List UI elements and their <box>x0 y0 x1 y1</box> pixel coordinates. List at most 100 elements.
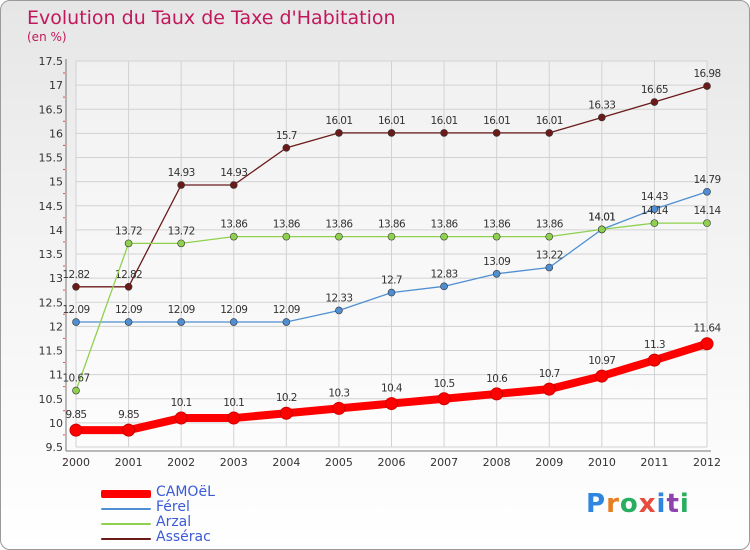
y-tick-label: 13 <box>49 272 63 285</box>
logo-letter: x <box>638 489 657 519</box>
x-tick-label: 2004 <box>272 456 300 469</box>
data-point <box>387 129 396 137</box>
logo-letter: t <box>666 489 680 519</box>
y-tick-label: 14.5 <box>39 200 64 213</box>
data-label: 10.1 <box>223 397 244 409</box>
y-tick-label: 15 <box>49 176 63 189</box>
data-point <box>647 353 661 367</box>
data-label: 13.86 <box>220 219 248 231</box>
data-label: 13.86 <box>431 219 459 231</box>
legend-swatch-arzal <box>101 523 151 525</box>
x-tick-label: 2011 <box>640 456 668 469</box>
data-label: 12.7 <box>381 275 402 287</box>
logo-letter: i <box>679 489 690 519</box>
x-tick-label: 2006 <box>378 456 406 469</box>
data-point <box>229 318 238 326</box>
data-point <box>69 423 83 437</box>
data-label: 14.01 <box>588 211 615 223</box>
x-tick-label: 2012 <box>693 456 721 469</box>
data-point <box>177 318 185 326</box>
data-label: 14.43 <box>641 191 668 203</box>
data-label: 11.3 <box>644 339 665 351</box>
data-point <box>124 239 133 248</box>
data-label: 12.83 <box>431 268 458 280</box>
x-tick-label: 2009 <box>535 456 563 469</box>
x-tick-label: 2003 <box>220 456 248 469</box>
data-label: 16.01 <box>378 115 405 127</box>
y-tick-label: 17 <box>49 79 63 92</box>
data-label: 13.22 <box>536 250 563 262</box>
data-label: 13.72 <box>168 225 195 237</box>
y-tick-label: 17.5 <box>39 55 64 68</box>
x-tick-label: 2007 <box>430 456 458 469</box>
data-point <box>545 232 554 241</box>
data-label: 10.3 <box>328 387 349 399</box>
chart-title: Evolution du Taux de Taxe d'Habitation <box>27 7 396 29</box>
data-point <box>282 232 291 241</box>
legend-label-asserac: Assérac <box>156 529 211 545</box>
data-point <box>437 392 451 406</box>
data-point <box>492 129 501 137</box>
data-label: 14.79 <box>693 174 720 186</box>
data-label: 12.82 <box>62 269 89 281</box>
y-tick-label: 9.5 <box>46 441 64 454</box>
data-label: 12.09 <box>220 304 247 316</box>
data-label: 13.72 <box>115 225 142 237</box>
data-label: 16.01 <box>431 115 458 127</box>
data-label: 10.5 <box>434 378 455 390</box>
data-label: 10.97 <box>588 355 615 367</box>
y-tick-label: 14 <box>49 224 63 237</box>
data-point <box>387 288 396 297</box>
data-point <box>650 219 659 227</box>
data-label: 16.01 <box>325 115 352 127</box>
data-label: 13.86 <box>536 219 564 231</box>
data-label: 10.2 <box>276 392 297 404</box>
data-point <box>72 283 80 291</box>
data-point <box>124 318 133 326</box>
data-label: 16.65 <box>641 84 668 96</box>
data-point <box>227 411 241 425</box>
data-point <box>598 113 606 122</box>
data-point <box>650 205 659 213</box>
data-point <box>440 282 448 291</box>
data-label: 16.98 <box>693 68 720 80</box>
y-tick-label: 10 <box>49 417 63 430</box>
x-tick-label: 2001 <box>115 456 143 469</box>
data-label: 13.86 <box>325 219 353 231</box>
data-point <box>492 232 501 241</box>
data-label: 13.86 <box>483 219 511 231</box>
y-tick-label: 13.5 <box>39 248 64 261</box>
data-label: 16.33 <box>588 99 615 111</box>
data-label: 14.01 <box>588 211 615 223</box>
data-point <box>335 129 343 137</box>
y-tick-label: 11.5 <box>39 345 64 358</box>
data-label: 12.33 <box>325 292 352 304</box>
data-label: 16.01 <box>536 115 563 127</box>
legend-label-arzal: Arzal <box>156 514 192 530</box>
data-point <box>703 187 711 196</box>
data-point <box>703 82 711 90</box>
logo-letter: r <box>606 489 620 519</box>
data-label: 14.93 <box>220 167 247 179</box>
data-point <box>385 397 398 411</box>
data-label: 12.09 <box>115 304 142 316</box>
data-label: 13.86 <box>378 219 406 231</box>
data-point <box>598 225 606 234</box>
y-tick-label: 16.5 <box>39 103 64 116</box>
data-point <box>72 318 80 326</box>
legend-swatch-camoel <box>101 490 151 498</box>
data-point <box>177 239 185 248</box>
data-point <box>335 232 343 241</box>
data-point <box>490 387 504 401</box>
data-point <box>332 401 346 415</box>
data-label: 10.4 <box>381 383 403 395</box>
data-point <box>545 263 554 272</box>
logo-letter: o <box>619 489 639 519</box>
y-tick-label: 16 <box>49 127 63 140</box>
data-label: 10.67 <box>62 373 89 385</box>
data-point <box>229 232 238 241</box>
data-point <box>282 144 291 152</box>
data-point <box>177 181 185 189</box>
x-tick-label: 2002 <box>167 456 195 469</box>
data-label: 12.09 <box>62 304 89 316</box>
